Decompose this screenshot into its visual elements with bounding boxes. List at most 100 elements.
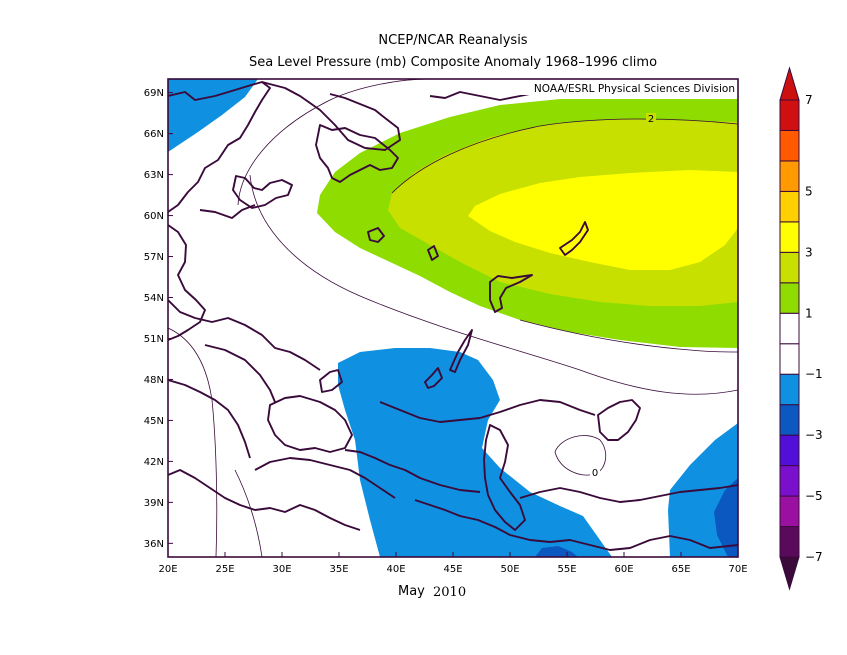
coastline-finland [199,204,256,219]
x-tick-label: 20E [158,564,177,575]
colorbar-swatch [779,312,800,345]
colorbar-swatch [779,343,800,375]
border-ukraine [204,344,276,403]
x-tick-label: 55E [557,564,576,575]
contour-line-0-sw [234,469,263,557]
coastline-baltic [168,224,206,341]
colorbar-level-label: 3 [805,245,813,259]
colorbar-swatch [779,190,800,223]
coastline-volga-1 [367,227,385,243]
x-tick-label: 40E [386,564,405,575]
y-tick-label: 63N [144,170,164,181]
date-month: May [398,584,425,599]
contour-line-2 [391,118,738,194]
y-tick-label: 45N [144,416,164,427]
border-europe-1 [168,299,321,371]
y-tick-label: 66N [144,129,164,140]
border-central-asia [519,484,738,503]
contour-label-bg-0 [590,467,600,478]
border-caucasus [344,449,481,493]
colorbar-top-arrow [779,66,800,101]
y-tick-label: 60N [144,211,164,222]
colorbar-swatch [779,465,800,497]
y-tick-label: 48N [144,375,164,386]
coastline-white-sea [232,175,293,209]
coastline-crimea [424,367,443,389]
colorbar-level-label: −5 [805,489,823,503]
credit-box [498,80,737,95]
colorbar-level-label: −1 [805,367,823,381]
coastline-volga-2 [427,245,439,261]
x-tick-label: 35E [329,564,348,575]
colorbar-level-label: 7 [805,93,813,107]
coastlines [168,81,738,551]
map-plot: 2 0 NOAA/ESRL Physical Sciences Division [168,79,738,557]
coastline-novaya [315,124,399,183]
colorbar-swatch [779,282,800,314]
colorbar-swatch [779,404,800,436]
contour-label-bg-2 [646,113,656,124]
y-tick-label: 57N [144,252,164,263]
border-russia-kaz [379,401,481,423]
coastline-ural-river [489,274,533,313]
contour-label-0: 0 [592,468,598,479]
colorbar-swatch [779,251,800,284]
contour-line-1-east [519,319,738,353]
contour-line-0-ring [554,435,607,476]
x-tick-label: 65E [671,564,690,575]
border-iran [414,499,738,551]
colorbar-swatch [779,221,800,253]
colorbar-swatch [779,129,800,162]
x-tick-label: 60E [614,564,633,575]
coastline-lake [449,329,473,373]
figure-title: NCEP/NCAR Reanalysis [378,33,527,48]
colorbar-level-label: −3 [805,428,823,442]
figure-subtitle: Sea Level Pressure (mb) Composite Anomal… [249,55,657,70]
coastline-scandinavia [168,81,271,213]
coastline-black-sea [267,395,353,453]
colorbar-level-label: −7 [805,550,823,564]
y-tick-label: 51N [144,334,164,345]
x-tick-label: 45E [443,564,462,575]
y-tick-label: 36N [144,539,164,550]
coastline-anatolia [254,457,396,499]
credit-label: NOAA/ESRL Physical Sciences Division [534,83,735,95]
y-tick-label: 54N [144,293,164,304]
coastline-balkans [168,379,251,459]
coastline-aral [597,399,641,441]
colorbar-swatch [779,99,800,131]
date-year: 2010 [433,585,466,600]
contour-label-2: 2 [648,114,654,125]
y-axis: 36N 39N 42N 45N 48N 51N 54N 57N 60N 63N 66N 69N [144,88,173,550]
colorbar-level-label: 1 [805,306,813,320]
x-tick-label: 25E [215,564,234,575]
y-tick-label: 39N [144,498,164,509]
anomaly-fill-minus-2 [714,478,738,557]
contour-line-0-west [168,327,218,557]
coastline-dnieper [319,369,343,393]
colorbar: −7 −5 −3 −1 1 3 5 7 [779,66,823,591]
x-tick-label: 30E [272,564,291,575]
colorbar-swatch [779,160,800,192]
colorbar-swatch [779,526,800,558]
border-kazakh-north [479,399,596,419]
colorbar-bottom-arrow [779,556,800,591]
colorbar-swatch [779,373,800,406]
y-tick-label: 69N [144,88,164,99]
x-axis: 20E 25E 30E 35E 40E 45E 50E 55E 60E 65E 70E [158,552,748,575]
coastline-caspian [483,424,526,531]
colorbar-swatch [779,434,800,467]
x-tick-label: 50E [500,564,519,575]
coastline-arctic-east [429,91,541,101]
coastline-ob [559,221,589,256]
y-tick-label: 42N [144,457,164,468]
coastline-kola [261,81,401,151]
contour-line-1-outer [237,79,431,206]
coastline-mediterranean [168,469,361,531]
anomaly-fill-minus-1 [338,348,612,557]
colorbar-swatch [779,495,800,528]
anomaly-fill-plus-3 [468,170,738,270]
colorbar-level-label: 5 [805,184,813,198]
x-tick-label: 70E [728,564,747,575]
